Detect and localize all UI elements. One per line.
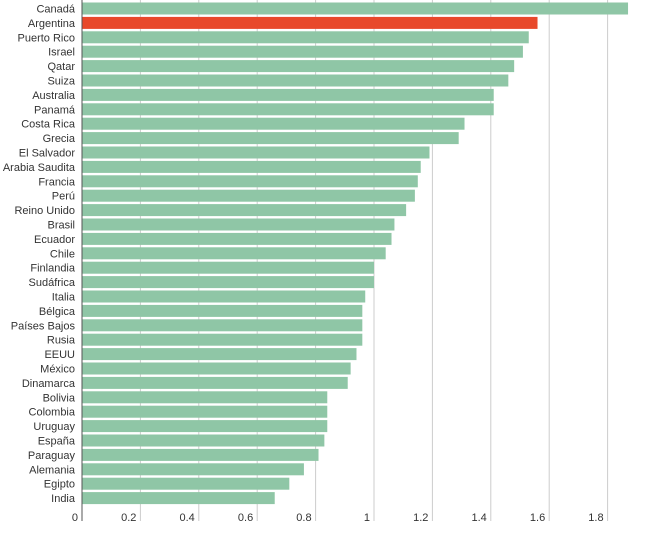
- bar-15: [82, 218, 395, 231]
- bar-13: [82, 189, 415, 202]
- x-tick-label: 0.6: [238, 512, 253, 524]
- category-label: Qatar: [47, 61, 75, 73]
- bar-14: [82, 204, 407, 217]
- bar-25: [82, 362, 351, 375]
- category-label: EEUU: [44, 349, 75, 361]
- category-labels: Canadá Argentina Puerto Rico Israel Qatar Sui…: [3, 4, 76, 506]
- category-label: Sudáfrica: [29, 277, 76, 289]
- category-label: Argentina: [28, 18, 76, 30]
- category-label: Egipto: [44, 479, 75, 491]
- bars: [82, 2, 629, 505]
- x-axis-ticks: 0 0.2 0.4 0.6 0.8 1 1.2 1.4 1.6 1.8: [72, 512, 604, 524]
- bar-31: [82, 448, 319, 461]
- bar-26: [82, 376, 348, 389]
- bar-16: [82, 232, 392, 245]
- bar-29: [82, 420, 328, 433]
- gridlines: [139, 0, 609, 521]
- category-label: El Salvador: [19, 148, 76, 160]
- category-label: Puerto Rico: [18, 32, 75, 44]
- x-tick-label: 1.6: [530, 512, 545, 524]
- category-label: Alemania: [29, 464, 76, 476]
- bar-0: [82, 2, 629, 15]
- bar-28: [82, 405, 328, 418]
- category-label: Bolivia: [43, 392, 76, 404]
- bar-18: [82, 261, 374, 274]
- category-label: Arabia Saudita: [3, 162, 76, 174]
- category-label: Finlandia: [30, 263, 76, 275]
- category-label: Bélgica: [39, 306, 76, 318]
- bar-3: [82, 45, 523, 58]
- category-label: Perú: [52, 191, 75, 203]
- x-tick-label: 0.2: [121, 512, 136, 524]
- bar-17: [82, 247, 386, 260]
- category-label: Italia: [52, 292, 76, 304]
- bar-10: [82, 146, 430, 159]
- bar-20: [82, 290, 366, 303]
- bar-11: [82, 160, 421, 173]
- bar-23: [82, 333, 363, 346]
- category-label: Costa Rica: [21, 119, 76, 131]
- bar-30: [82, 434, 325, 447]
- x-tick-label: 0: [72, 512, 78, 524]
- category-label: Dinamarca: [22, 378, 76, 390]
- bar-22: [82, 319, 363, 332]
- category-label: Canadá: [36, 4, 75, 16]
- bar-32: [82, 463, 304, 476]
- category-label: Australia: [32, 90, 76, 102]
- x-tick-label: 1: [364, 512, 370, 524]
- bar-1: [82, 16, 538, 29]
- bar-8: [82, 117, 465, 130]
- category-label: Reino Unido: [14, 205, 75, 217]
- category-label: España: [38, 436, 76, 448]
- category-label: Israel: [48, 47, 75, 59]
- x-tick-label: 1.8: [588, 512, 603, 524]
- category-label: Brasil: [47, 220, 75, 232]
- category-label: Rusia: [47, 335, 76, 347]
- category-label: Uruguay: [33, 421, 75, 433]
- bar-19: [82, 276, 374, 289]
- bar-5: [82, 74, 509, 87]
- category-label: Suiza: [47, 76, 75, 88]
- bar-2: [82, 31, 529, 44]
- x-tick-label: 1.4: [472, 512, 487, 524]
- category-label: India: [51, 493, 76, 505]
- category-label: Panamá: [34, 104, 76, 116]
- category-label: Colombia: [29, 407, 76, 419]
- x-tick-label: 1.2: [413, 512, 428, 524]
- category-label: Paraguay: [28, 450, 76, 462]
- bar-4: [82, 60, 515, 73]
- bar-33: [82, 477, 290, 490]
- bar-34: [82, 492, 275, 505]
- bar-21: [82, 304, 363, 317]
- bar-6: [82, 88, 494, 101]
- category-label: México: [40, 364, 75, 376]
- category-label: Francia: [38, 176, 76, 188]
- category-label: Grecia: [43, 133, 76, 145]
- bar-7: [82, 103, 494, 116]
- bar-27: [82, 391, 328, 404]
- x-tick-label: 0.8: [296, 512, 311, 524]
- bar-9: [82, 132, 459, 145]
- category-label: Chile: [50, 248, 75, 260]
- x-tick-label: 0.4: [180, 512, 195, 524]
- bar-12: [82, 175, 418, 188]
- category-label: Países Bajos: [11, 320, 76, 332]
- category-label: Ecuador: [34, 234, 75, 246]
- bar-24: [82, 348, 357, 361]
